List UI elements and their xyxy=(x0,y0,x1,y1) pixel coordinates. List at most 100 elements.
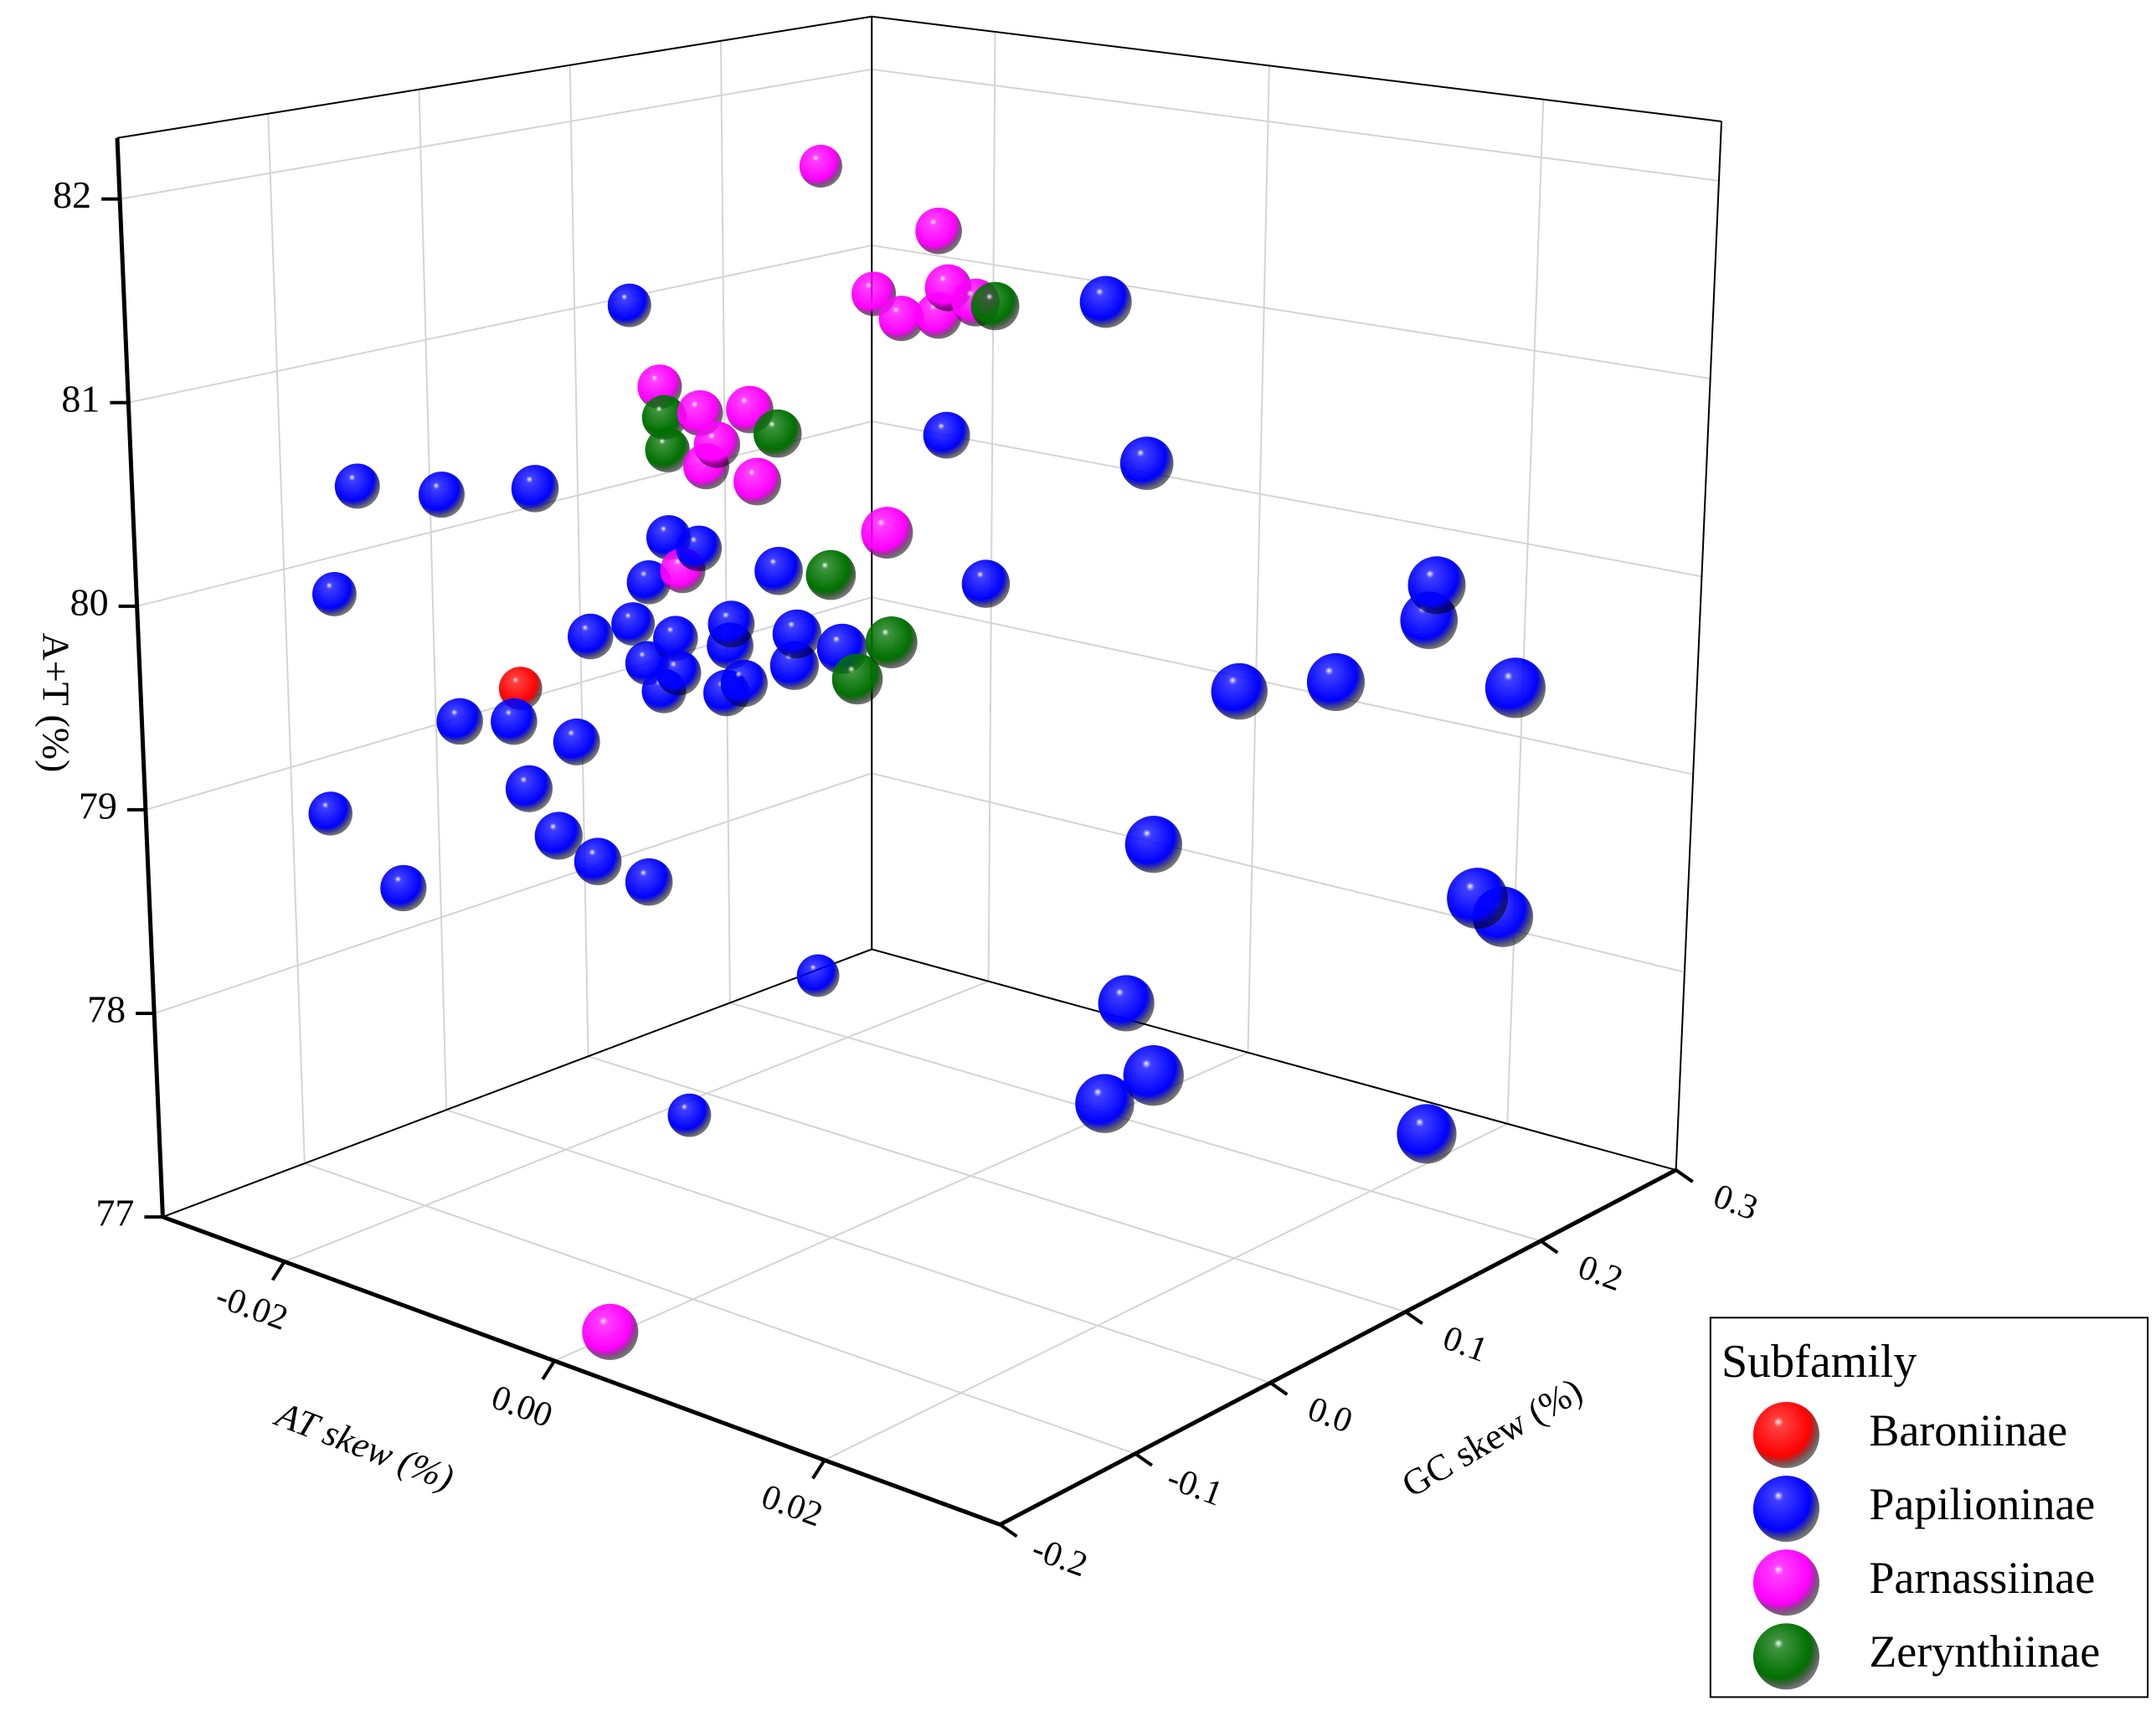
data-point xyxy=(308,791,352,836)
data-point xyxy=(1075,1074,1135,1133)
data-point xyxy=(1447,868,1509,930)
data-point xyxy=(1485,657,1546,719)
data-point xyxy=(574,837,622,885)
data-point xyxy=(436,698,483,745)
data-point xyxy=(1124,816,1182,874)
grid-line xyxy=(824,1122,1508,1461)
grid-line xyxy=(588,1055,1407,1313)
data-point xyxy=(505,765,553,812)
x-tick-label: -0.02 xyxy=(211,1277,293,1338)
y-tick-label: 0.1 xyxy=(1438,1319,1492,1370)
z-tick-label: 79 xyxy=(79,784,117,827)
legend-label: Baroniinae xyxy=(1869,1405,2067,1456)
box-edge xyxy=(162,948,872,1219)
data-point xyxy=(1306,652,1366,712)
data-point xyxy=(861,507,913,559)
y-tick-label: 0.0 xyxy=(1303,1389,1357,1440)
axis-line xyxy=(115,137,165,1218)
tick-mark xyxy=(270,1260,286,1281)
data-point xyxy=(676,525,723,572)
data-point xyxy=(831,653,883,705)
legend-label: Zerynthiinae xyxy=(1869,1626,2100,1677)
data-point xyxy=(754,546,803,595)
legend-marker xyxy=(1752,1401,1820,1468)
data-point xyxy=(611,602,656,647)
tick-mark xyxy=(1540,1239,1559,1255)
z-tick-label: 80 xyxy=(70,580,109,623)
data-point xyxy=(645,427,690,472)
data-point xyxy=(796,954,840,997)
data-point xyxy=(1098,975,1155,1032)
data-point xyxy=(1397,1104,1457,1164)
grid-line xyxy=(871,596,1694,776)
data-point xyxy=(961,559,1011,608)
legend-marker xyxy=(1752,1549,1820,1616)
data-point xyxy=(693,421,741,468)
grid-line xyxy=(872,68,1720,182)
grid-line xyxy=(719,40,731,1003)
data-point xyxy=(553,718,600,765)
grid-line xyxy=(871,772,1685,973)
data-point xyxy=(568,613,614,660)
tick-mark xyxy=(811,1459,826,1480)
grid-line xyxy=(1506,99,1545,1124)
data-point xyxy=(970,281,1020,331)
data-point xyxy=(534,812,583,860)
tick-mark xyxy=(1134,1452,1154,1467)
grid-line xyxy=(872,420,1702,578)
y-tick-label: -0.1 xyxy=(1162,1459,1227,1514)
data-point xyxy=(582,1303,639,1360)
axis-line xyxy=(999,1167,1677,1527)
grid-line xyxy=(153,772,872,1014)
data-point xyxy=(607,283,651,327)
grid-line xyxy=(119,68,872,200)
data-point xyxy=(418,472,465,518)
box-edge xyxy=(116,15,872,139)
data-point xyxy=(625,858,673,906)
grid-line xyxy=(445,1109,1271,1384)
grid-line xyxy=(872,244,1711,380)
tick-mark xyxy=(541,1359,556,1380)
grid-line xyxy=(1247,65,1270,1053)
grid-line xyxy=(284,980,989,1263)
data-point xyxy=(1119,436,1174,491)
data-point xyxy=(380,864,427,912)
data-point xyxy=(915,207,962,255)
x-tick-label: 0.00 xyxy=(486,1379,558,1435)
y-tick-label: -0.2 xyxy=(1027,1529,1092,1585)
tick-mark xyxy=(1404,1310,1423,1326)
data-point xyxy=(805,549,857,600)
data-point xyxy=(720,659,768,708)
data-point xyxy=(753,409,802,458)
legend-label: Papilioninae xyxy=(1869,1479,2095,1529)
data-point xyxy=(878,296,924,342)
grid-line xyxy=(304,1162,1136,1455)
data-point xyxy=(626,560,671,605)
data-point xyxy=(1211,662,1268,720)
legend-title: Subfamily xyxy=(1721,1336,1917,1388)
grid-line xyxy=(729,1002,1541,1242)
x-tick-label: 0.02 xyxy=(756,1477,827,1534)
z-tick-label: 81 xyxy=(61,377,100,420)
legend-marker xyxy=(1752,1623,1820,1690)
data-point xyxy=(656,650,702,696)
grid-line xyxy=(267,113,306,1164)
legend-label: Parnassiinae xyxy=(1869,1553,2095,1603)
z-axis-title: A+T (%) xyxy=(35,632,78,772)
data-point xyxy=(923,411,970,459)
legend-marker xyxy=(1752,1475,1820,1543)
data-point xyxy=(799,144,842,188)
data-point xyxy=(1123,1045,1184,1106)
grid-line xyxy=(136,420,872,607)
data-point xyxy=(708,600,755,648)
data-point xyxy=(334,463,380,509)
grid-line xyxy=(987,31,996,982)
data-point xyxy=(511,465,559,513)
box-edge xyxy=(872,15,1722,122)
data-point xyxy=(865,616,918,668)
tick-mark xyxy=(1675,1168,1694,1183)
y-tick-label: 0.3 xyxy=(1708,1177,1762,1228)
tick-mark xyxy=(999,1523,1018,1538)
